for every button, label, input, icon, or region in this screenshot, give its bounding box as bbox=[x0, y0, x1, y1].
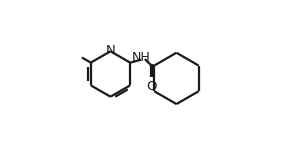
Text: N: N bbox=[106, 44, 115, 57]
Text: O: O bbox=[146, 80, 157, 93]
Text: NH: NH bbox=[132, 51, 151, 64]
